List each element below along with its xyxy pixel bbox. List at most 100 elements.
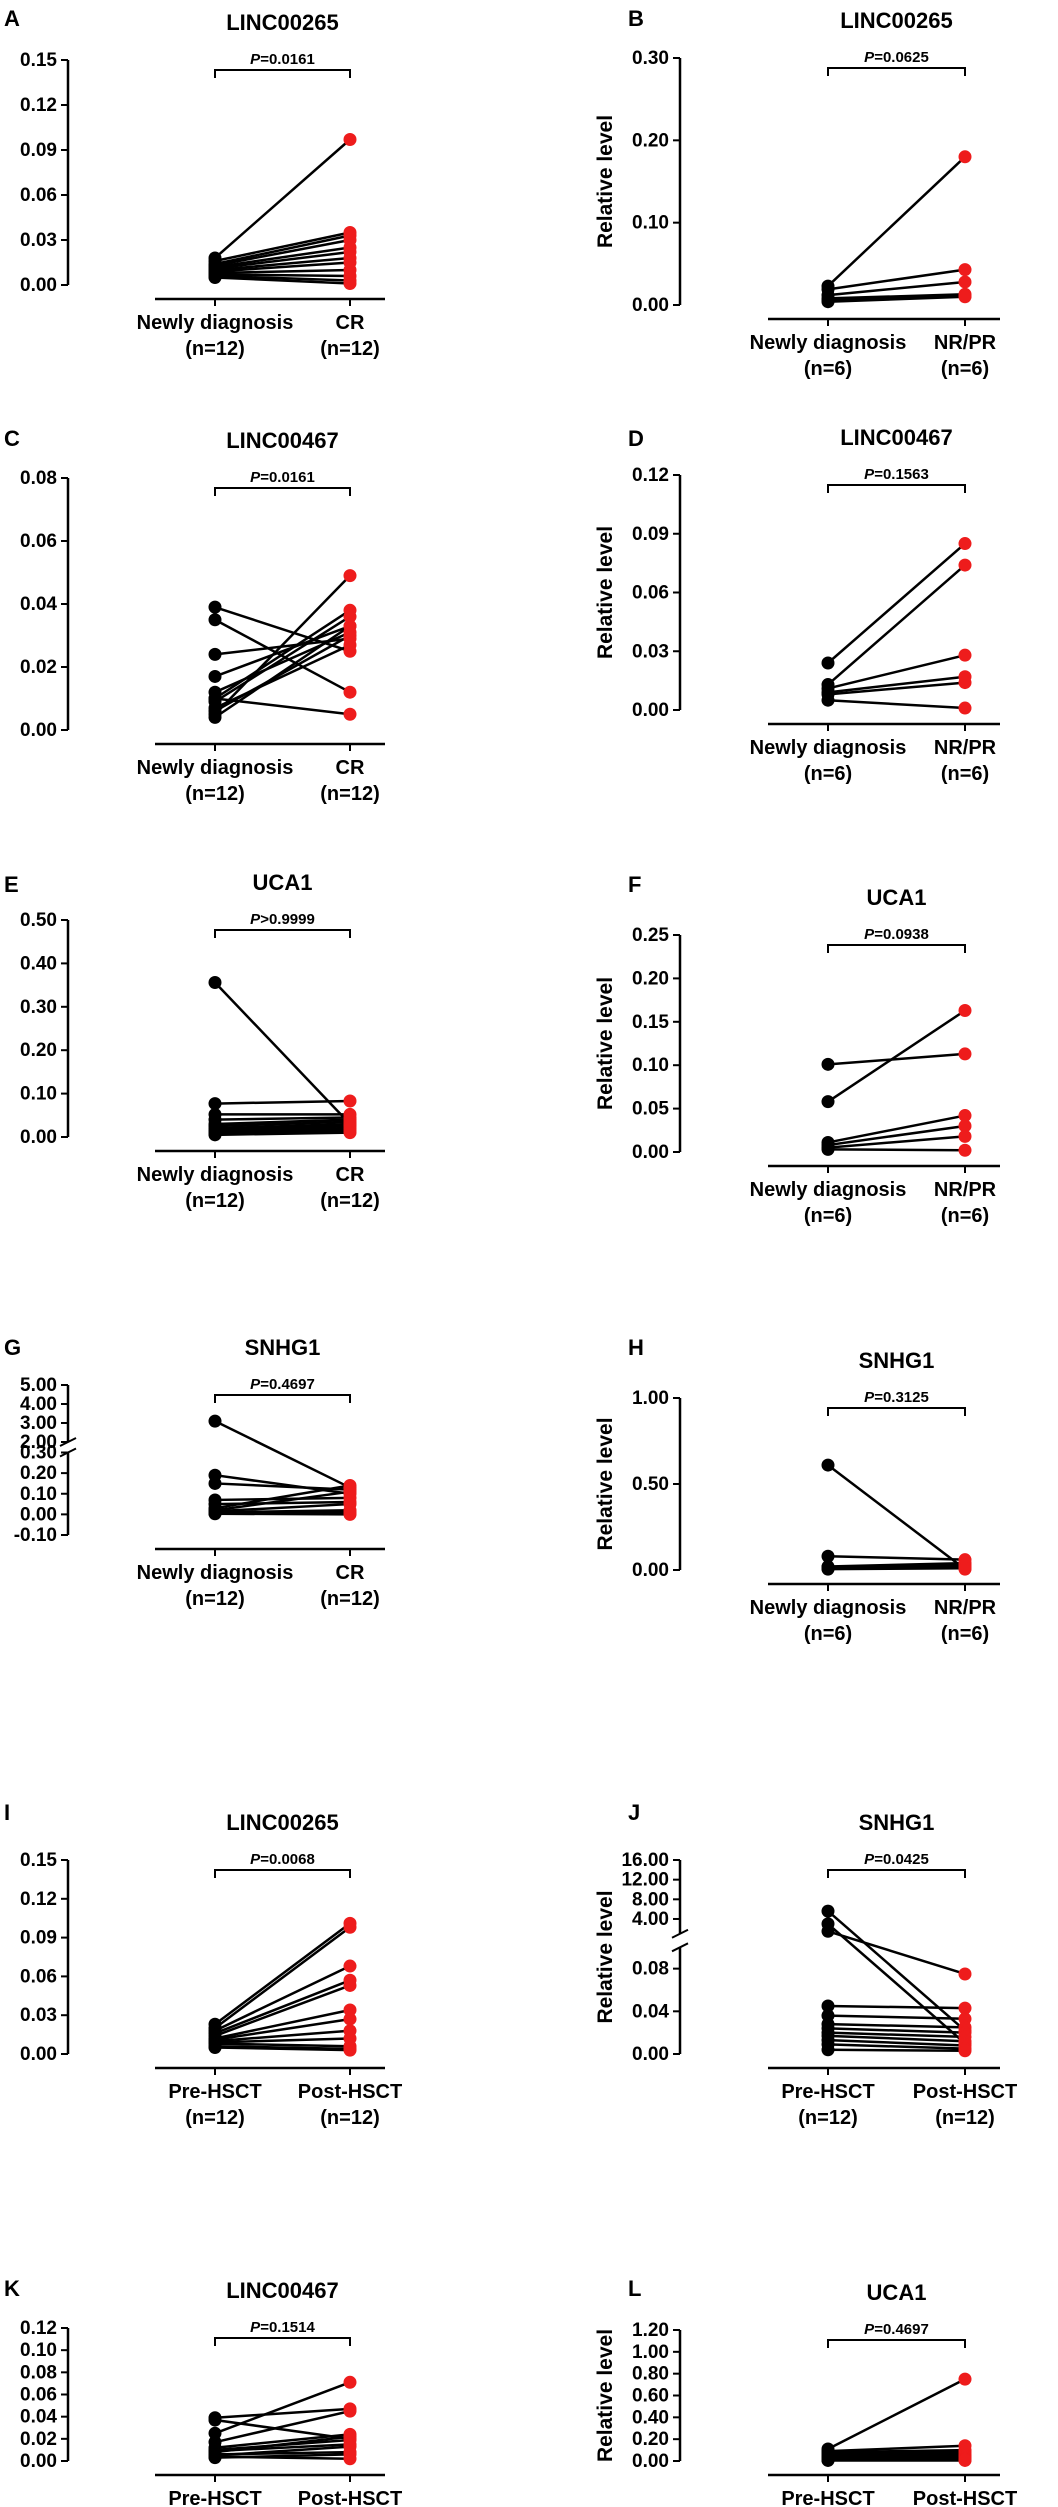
- p-value-text: =0.4697: [874, 2321, 929, 2338]
- x-category-label: NR/PR: [934, 737, 997, 759]
- y-tick-label: 0.15: [20, 50, 57, 71]
- y-tick-label: 0.04: [20, 594, 57, 615]
- y-tick-label: 1.00: [632, 1388, 669, 1409]
- x-category-label: CR: [336, 1164, 365, 1186]
- y-tick-label: 0.02: [20, 657, 57, 678]
- pair-line: [827, 1910, 966, 2032]
- p-symbol: P: [864, 926, 875, 943]
- pair-line: [827, 295, 966, 303]
- y-tick-label: -0.10: [14, 1525, 57, 1546]
- y-tick-label: 0.08: [20, 2362, 57, 2383]
- p-value-label: P=0.1514: [250, 2319, 315, 2336]
- panel-title: LINC00265: [840, 8, 953, 33]
- panel-label: D: [628, 426, 644, 451]
- panel-label: I: [4, 1800, 10, 1825]
- panel-title: LINC00467: [840, 425, 953, 450]
- panel-k: K LINC00467 Relative level 0.000.020.040.06…: [0, 2276, 402, 2507]
- x-count-label: (n=12): [320, 338, 379, 360]
- pair-line: [214, 609, 351, 700]
- point-group1: [208, 1097, 222, 1111]
- point-group1: [821, 656, 835, 670]
- panel-f: F UCA1 Relative level 0.00 0.05 0.10 0.15 0.20 0…: [594, 872, 1000, 1227]
- x-count-label: (n=6): [804, 1623, 852, 1645]
- point-group2: [343, 2447, 357, 2461]
- y-tick-label: 3.00: [20, 1413, 57, 1434]
- pair-line: [214, 2409, 351, 2444]
- pair-line: [214, 276, 351, 285]
- point-group2: [958, 1561, 972, 1575]
- panel-j: J SNHG1 Relative level 0.00 0.04 0.08 4.008.00…: [594, 1800, 1017, 2129]
- point-group2: [958, 1109, 972, 1123]
- pair-line: [827, 564, 966, 686]
- pair-line: [214, 2029, 351, 2043]
- y-tick-label: 0.30: [20, 1443, 57, 1464]
- pair-line: [827, 1135, 966, 1149]
- pair-line: [214, 2445, 351, 2457]
- y-tick-label: 0.10: [20, 2340, 57, 2361]
- y-tick-label: 4.00: [20, 1394, 57, 1415]
- point-group2: [343, 1959, 357, 1973]
- pair-line: [827, 1148, 966, 1152]
- p-symbol: P: [250, 469, 261, 486]
- y-tick-label: 0.50: [632, 1474, 669, 1495]
- y-tick-label: 0.09: [20, 1928, 57, 1949]
- y-axis-label: Relative level: [0, 106, 5, 239]
- point-group2: [958, 1119, 972, 1133]
- pair-line: [827, 2378, 966, 2451]
- pair-line: [214, 2008, 351, 2040]
- p-symbol: P: [250, 2319, 261, 2336]
- point-group2: [343, 638, 357, 652]
- panel-label: A: [4, 6, 20, 31]
- point-group2: [958, 275, 972, 289]
- pair-line: [214, 234, 351, 266]
- panel-label: J: [628, 1800, 640, 1825]
- p-value-text: =0.4697: [260, 1376, 315, 1393]
- pair-line: [214, 625, 351, 719]
- x-category-label: Post-HSCT: [298, 2081, 402, 2103]
- point-group2: [343, 619, 357, 633]
- point-group1: [208, 271, 222, 284]
- pair-line: [827, 2034, 966, 2043]
- panel-c: C LINC00467 Relative level 0.00 0.02 0.04 0.06…: [0, 426, 385, 805]
- pair-line: [214, 1129, 351, 1135]
- x-category-label: Newly diagnosis: [137, 757, 294, 779]
- point-group2: [958, 2001, 972, 2015]
- y-tick-label: 0.08: [20, 468, 57, 489]
- y-tick-label: 0.10: [632, 213, 669, 234]
- y-tick-label: 16.00: [621, 1850, 669, 1871]
- pair-line: [214, 1484, 351, 1510]
- x-category-label: Newly diagnosis: [750, 1179, 907, 1201]
- point-group1: [821, 1549, 835, 1563]
- x-count-label: (n=6): [941, 763, 989, 785]
- point-group2: [958, 2453, 972, 2467]
- y-tick-label: 0.10: [632, 1055, 669, 1076]
- p-value-label: P=0.0161: [250, 469, 315, 486]
- significance-bracket: [214, 1394, 351, 1403]
- pair-line: [214, 261, 351, 273]
- pair-line: [214, 2017, 351, 2042]
- point-group1: [208, 975, 222, 989]
- y-tick-label: 0.00: [20, 720, 57, 741]
- x-count-label: (n=6): [941, 358, 989, 380]
- pair-line: [214, 2453, 351, 2459]
- p-symbol: P: [864, 1851, 875, 1868]
- x-count-label: (n=12): [320, 2107, 379, 2129]
- pair-line: [827, 2043, 966, 2050]
- pair-line: [827, 1922, 966, 2045]
- y-tick-label: 0.03: [20, 230, 57, 251]
- y-axis-label: Relative level: [0, 1890, 5, 2023]
- panel-b: B LINC00265 Relative level 0.00 0.10 0.20 0.30…: [594, 6, 1000, 380]
- pair-line: [214, 1512, 351, 1516]
- panel-title: UCA1: [253, 870, 313, 895]
- pair-line: [214, 1502, 351, 1513]
- pair-line: [214, 574, 351, 716]
- pair-line: [827, 1930, 966, 1976]
- p-symbol: P: [864, 466, 875, 483]
- point-group2: [958, 1047, 972, 1061]
- point-group1: [208, 1507, 222, 1521]
- panel-title: SNHG1: [245, 1335, 321, 1360]
- significance-bracket: [214, 929, 351, 938]
- pair-line: [214, 274, 351, 282]
- panel-label: G: [4, 1335, 21, 1360]
- point-group2: [343, 1507, 357, 1521]
